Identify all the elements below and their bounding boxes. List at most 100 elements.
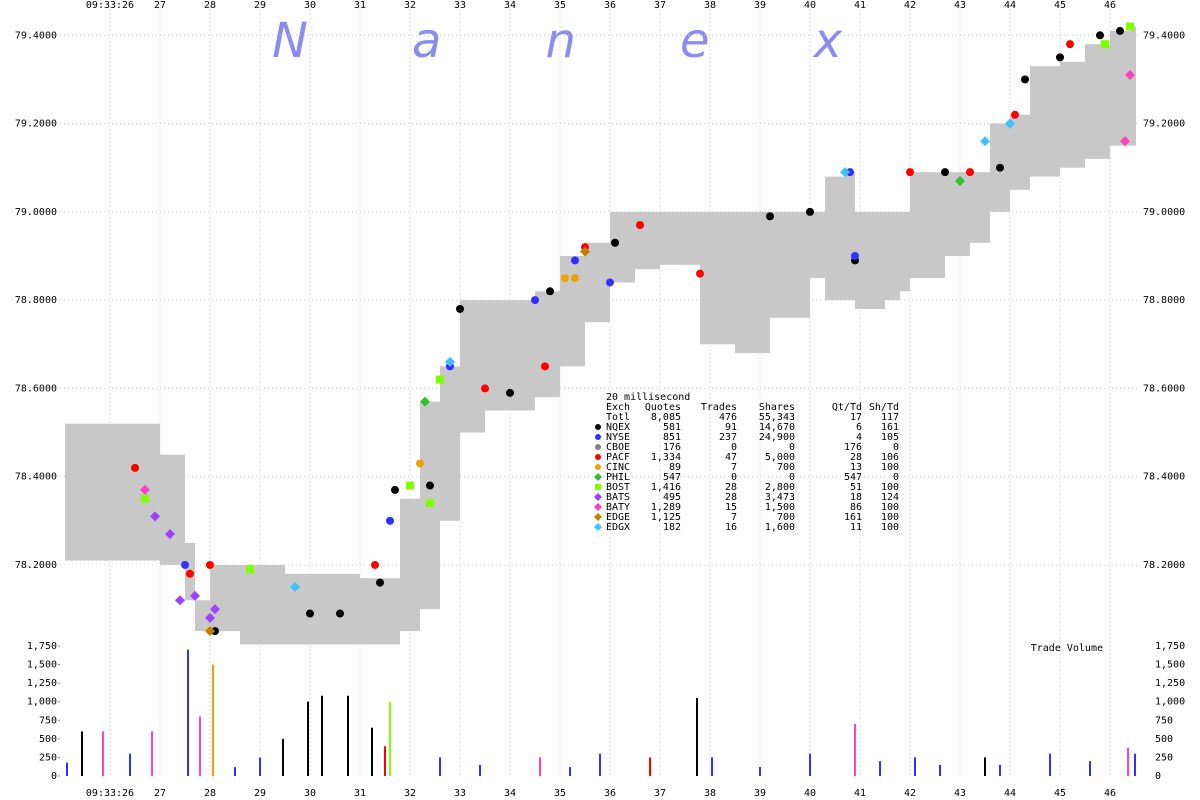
trade-marker <box>541 362 549 371</box>
table-cell: 1,334 <box>651 452 681 463</box>
x-tick-label: 46 <box>1104 788 1116 799</box>
volume-bar <box>81 731 83 776</box>
price-band <box>825 176 845 301</box>
price-band <box>210 564 240 632</box>
table-header: Shares <box>759 402 795 413</box>
table-cell: 18 <box>850 492 862 503</box>
table-cell: 47 <box>725 452 737 463</box>
volume-bar <box>854 724 856 776</box>
x-tick-label: 33 <box>454 788 466 799</box>
table-cell: 105 <box>881 432 899 443</box>
trade-marker <box>386 516 394 525</box>
table-header: Quotes <box>645 402 681 413</box>
table-cell: Totl <box>606 412 630 423</box>
table-cell: 2,800 <box>765 482 795 493</box>
trade-marker <box>1005 118 1015 129</box>
trade-marker <box>766 212 774 221</box>
table-cell: 89 <box>669 462 681 473</box>
volume-bar <box>259 757 261 776</box>
table-cell: 100 <box>881 522 899 533</box>
volume-bar <box>539 757 541 776</box>
trade-marker <box>416 459 424 468</box>
x-tick-label: 37 <box>654 788 666 799</box>
legend-marker <box>594 513 602 521</box>
table-cell: 117 <box>881 412 899 423</box>
volume-bar <box>649 757 651 776</box>
x-tick-label: 32 <box>404 788 416 799</box>
price-band <box>585 242 610 323</box>
x-tick-label: 27 <box>154 788 166 799</box>
table-cell: 124 <box>881 492 899 503</box>
table-cell: PHIL <box>606 472 630 483</box>
x-tick-label: 43 <box>954 788 966 799</box>
price-band <box>660 211 700 265</box>
x-tick-label: 42 <box>904 788 916 799</box>
table-header: Exch <box>606 402 630 413</box>
price-band <box>635 211 660 270</box>
price-band <box>1060 61 1085 168</box>
table-cell: 700 <box>777 512 795 523</box>
trade-marker <box>636 221 644 230</box>
legend-marker <box>595 454 601 460</box>
price-band <box>1130 26 1136 146</box>
table-title: 20 millisecond <box>606 392 690 403</box>
volume-bar <box>439 757 441 776</box>
y-tick-label: 1,750 <box>1155 641 1185 652</box>
volume-bar <box>129 753 131 776</box>
x-tick-label: 09:33:26 <box>86 788 134 799</box>
table-cell: 1,600 <box>765 522 795 533</box>
y-tick-label: 78.2000 <box>15 560 57 571</box>
y-tick-label: 79.0000 <box>15 207 57 218</box>
trade-marker <box>336 609 344 618</box>
x-tick-label: 42 <box>904 0 916 11</box>
trade-marker <box>175 595 185 606</box>
volume-bar <box>321 695 323 776</box>
table-cell: 851 <box>663 432 681 443</box>
table-cell: 100 <box>881 512 899 523</box>
trade-marker <box>906 168 914 177</box>
x-tick-label: 39 <box>754 788 766 799</box>
y-tick-label: 1,250 <box>1155 678 1185 689</box>
price-band <box>910 172 945 279</box>
table-header: Trades <box>701 402 737 413</box>
table-cell: 0 <box>789 442 795 453</box>
y-tick-label: 79.4000 <box>1143 30 1185 41</box>
table-cell: 91 <box>725 422 737 433</box>
table-cell: CINC <box>606 462 630 473</box>
price-band <box>440 366 460 521</box>
price-band <box>240 564 285 645</box>
table-cell: 700 <box>777 462 795 473</box>
trade-marker <box>391 485 399 494</box>
price-band <box>400 498 420 632</box>
price-band <box>1030 66 1060 177</box>
price-band <box>735 211 770 354</box>
legend-marker <box>595 424 601 430</box>
legend-marker <box>594 493 602 501</box>
volume-bar <box>711 757 713 776</box>
x-tick-label: 41 <box>854 0 866 11</box>
volume-bar <box>809 753 811 776</box>
y-tick-label: 1,500 <box>27 660 57 671</box>
trade-marker <box>806 207 814 216</box>
trade-marker <box>141 494 149 503</box>
trade-marker <box>205 612 215 623</box>
y-tick-label: 78.8000 <box>1143 295 1185 306</box>
table-cell: 5,000 <box>765 452 795 463</box>
table-cell: 11 <box>850 522 862 533</box>
price-band <box>535 291 560 398</box>
x-tick-label: 38 <box>704 0 716 11</box>
x-tick-label: 30 <box>304 0 316 11</box>
table-cell: EDGX <box>606 522 630 533</box>
table-cell: 100 <box>881 482 899 493</box>
y-tick-label: 1,750 <box>27 641 57 652</box>
y-tick-label: 750 <box>1155 715 1173 726</box>
volume-bar <box>347 695 349 776</box>
price-band <box>855 211 885 309</box>
volume-bar <box>1049 753 1051 776</box>
y-tick-label: 78.8000 <box>15 295 57 306</box>
table-cell: 0 <box>731 472 737 483</box>
trade-marker <box>571 274 579 283</box>
legend-marker <box>595 484 601 490</box>
x-tick-label: 29 <box>254 0 266 11</box>
trade-marker <box>210 604 220 615</box>
